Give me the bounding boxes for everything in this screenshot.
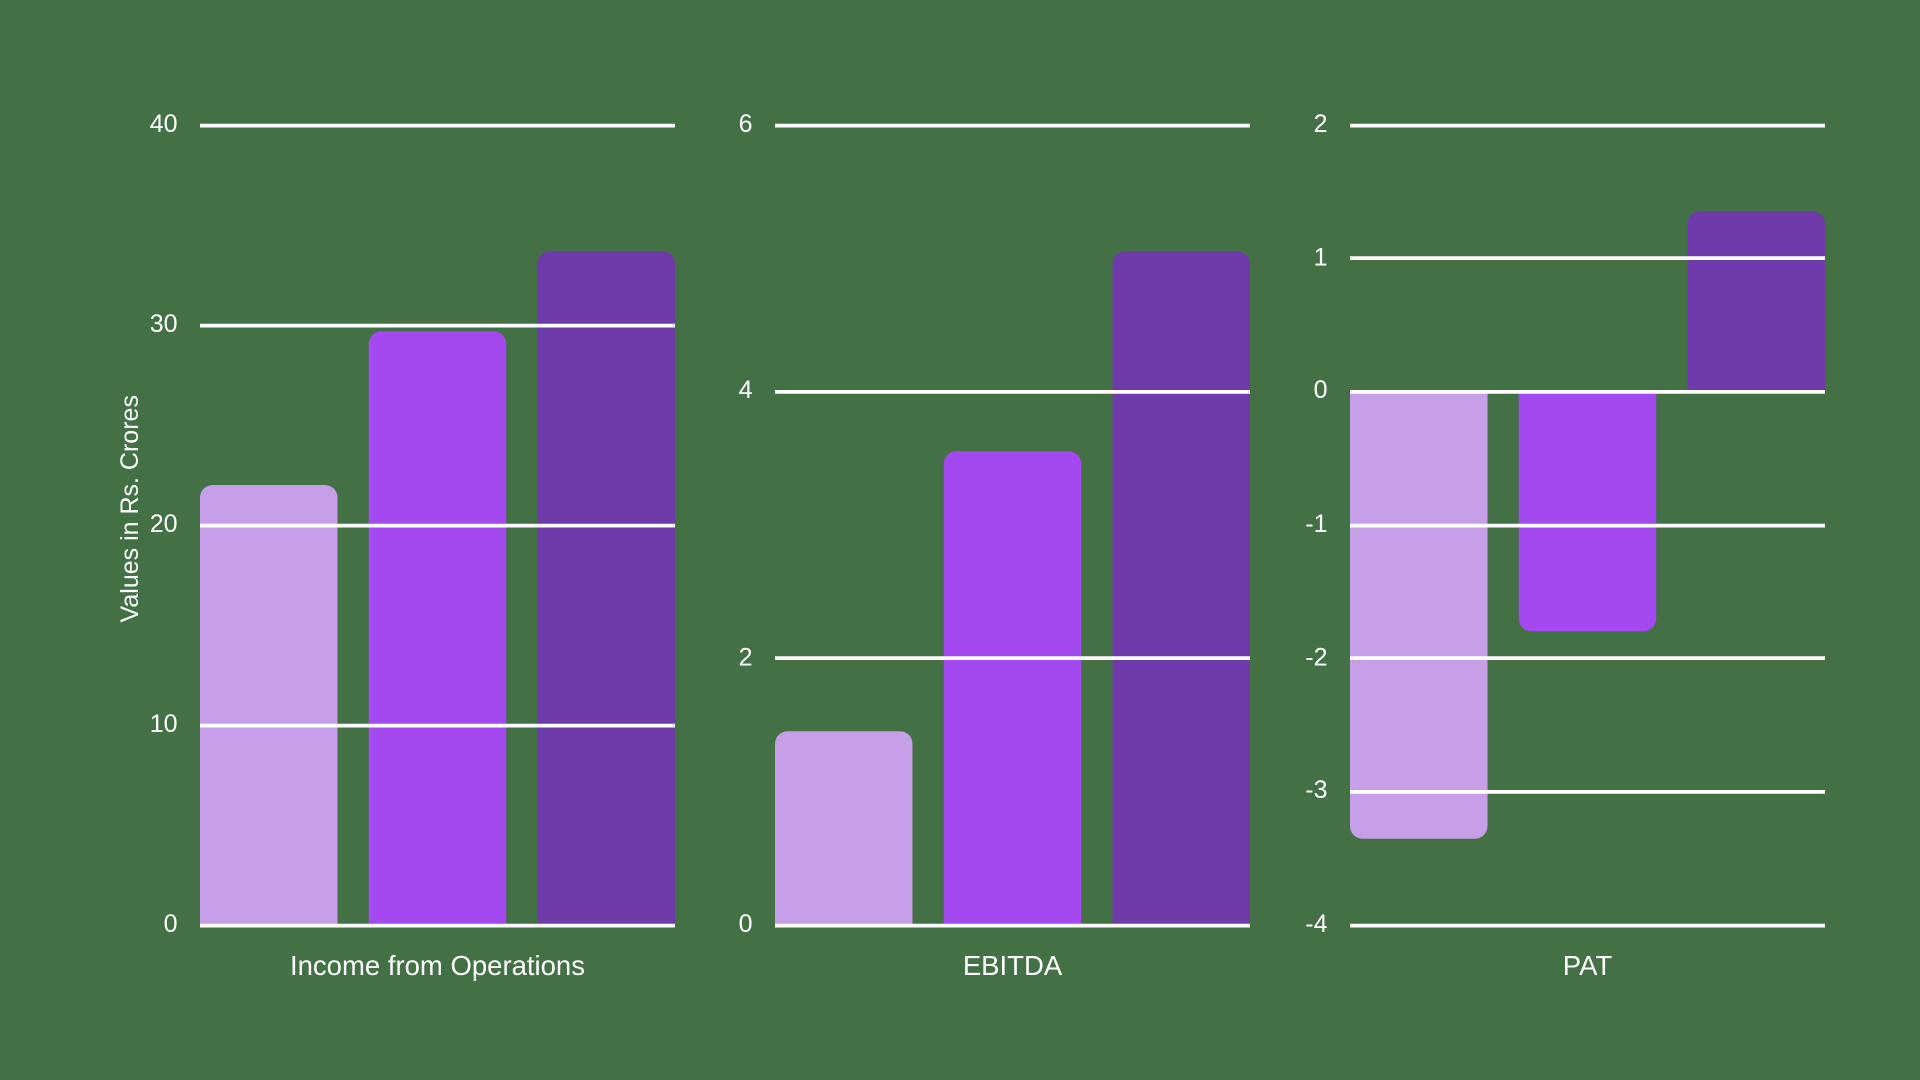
gridline xyxy=(1350,256,1825,260)
y-tick-label: 0 xyxy=(164,911,200,940)
y-tick-label: 10 xyxy=(150,711,200,740)
x-axis-label: EBITDA xyxy=(775,925,1250,983)
gridline xyxy=(775,123,1250,127)
y-tick-label: 1 xyxy=(1314,244,1350,273)
gridline xyxy=(775,656,1250,660)
gridline xyxy=(775,390,1250,394)
gridline xyxy=(1350,656,1825,660)
bar xyxy=(1112,252,1250,925)
gridline xyxy=(1350,923,1825,927)
bar xyxy=(1519,392,1657,632)
y-tick-label: -3 xyxy=(1305,777,1350,806)
chart-panel: 010203040Income from Operations xyxy=(200,125,675,925)
gridline xyxy=(200,123,675,127)
gridline xyxy=(1350,390,1825,394)
x-axis-label: PAT xyxy=(1350,925,1825,983)
y-tick-label: -1 xyxy=(1305,511,1350,540)
chart-panel: -4-3-2-1012PAT xyxy=(1350,125,1825,925)
bar xyxy=(1350,392,1488,839)
bar xyxy=(1687,212,1825,392)
y-tick-label: 6 xyxy=(739,111,775,140)
chart-panel: 0246EBITDA xyxy=(775,125,1250,925)
y-tick-label: -2 xyxy=(1305,644,1350,673)
gridline xyxy=(200,923,675,927)
bar xyxy=(537,251,675,925)
y-tick-label: 40 xyxy=(150,111,200,140)
gridline xyxy=(1350,790,1825,794)
bar xyxy=(775,732,913,925)
y-tick-label: 30 xyxy=(150,311,200,340)
gridline xyxy=(1350,523,1825,527)
y-tick-label: -4 xyxy=(1305,911,1350,940)
y-tick-label: 2 xyxy=(1314,111,1350,140)
gridline xyxy=(200,323,675,327)
y-axis-label: Values in Rs. Crores xyxy=(117,395,146,622)
gridline xyxy=(200,523,675,527)
bar xyxy=(200,485,338,925)
y-tick-label: 0 xyxy=(1314,377,1350,406)
bar xyxy=(944,452,1082,925)
gridline xyxy=(200,723,675,727)
gridline xyxy=(1350,123,1825,127)
y-tick-label: 20 xyxy=(150,511,200,540)
y-tick-label: 0 xyxy=(739,911,775,940)
bar xyxy=(369,331,507,925)
x-axis-label: Income from Operations xyxy=(200,925,675,983)
y-tick-label: 4 xyxy=(739,377,775,406)
gridline xyxy=(775,923,1250,927)
y-tick-label: 2 xyxy=(739,644,775,673)
